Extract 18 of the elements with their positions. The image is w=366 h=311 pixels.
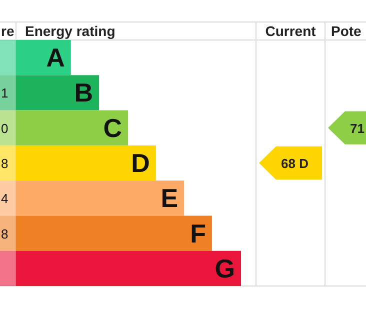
text: Pote bbox=[331, 23, 362, 39]
chart-title: Energy rating bbox=[25, 23, 116, 39]
y-tick-label: C bbox=[103, 112, 122, 143]
y-tick-label: G bbox=[214, 253, 235, 284]
text: 1 bbox=[1, 86, 8, 101]
y-tick-label: D bbox=[131, 148, 150, 178]
y-tick-label: B bbox=[74, 78, 94, 108]
text: 8 bbox=[1, 156, 8, 171]
y-tick-label: F bbox=[190, 218, 206, 248]
text: re bbox=[1, 23, 14, 39]
text: 8 bbox=[1, 226, 8, 242]
text: 71 bbox=[350, 120, 364, 136]
y-tick-label: A bbox=[46, 42, 66, 73]
text: 68 D bbox=[281, 156, 308, 171]
text: 0 bbox=[1, 120, 8, 136]
text: 4 bbox=[1, 191, 8, 206]
text: Current bbox=[265, 23, 316, 39]
y-tick-label: E bbox=[160, 183, 178, 214]
